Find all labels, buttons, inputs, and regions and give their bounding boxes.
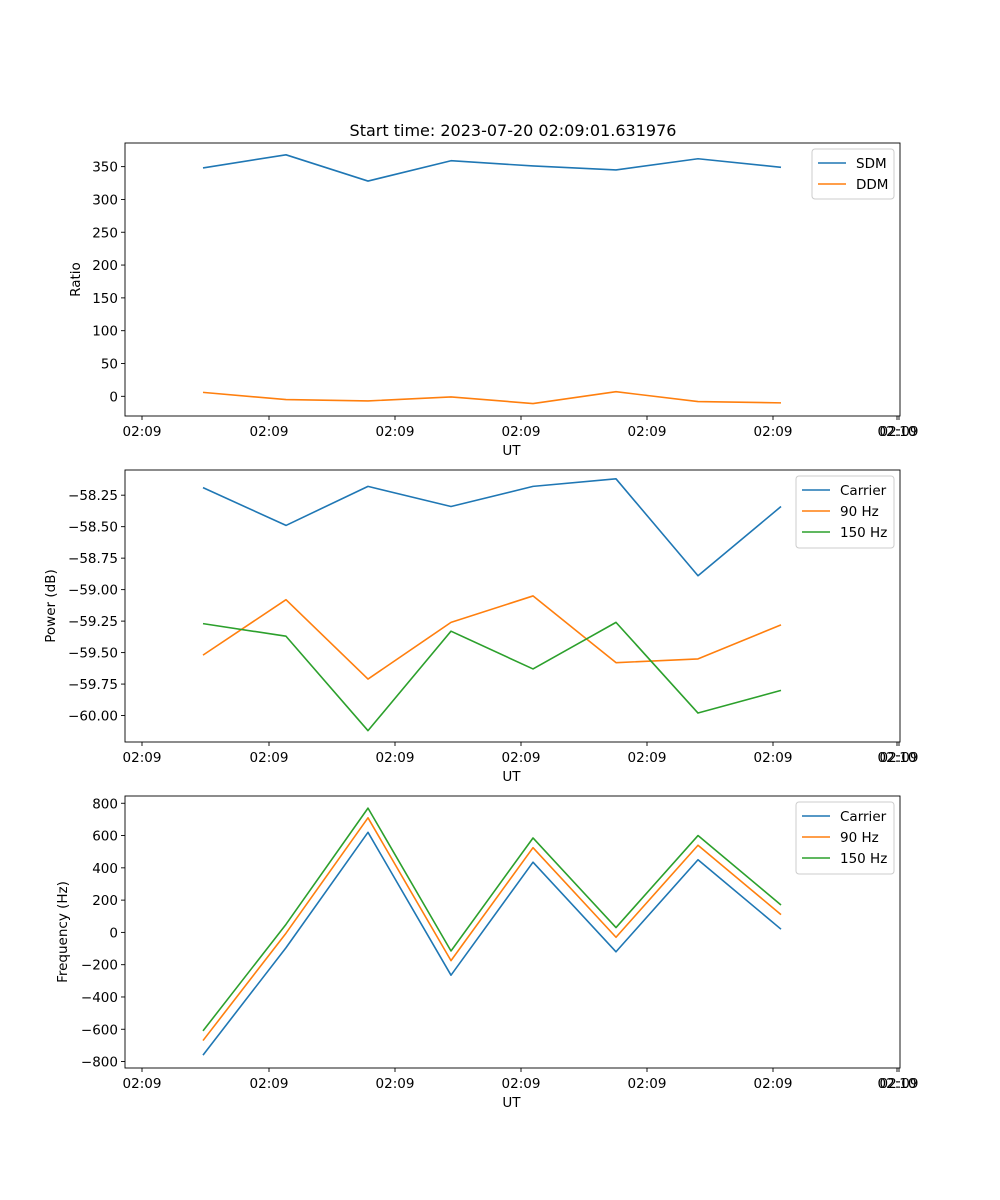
y-tick-label: 400 (92, 861, 118, 877)
y-tick-label: 350 (92, 160, 118, 176)
legend-box-1 (811, 148, 895, 200)
series-line-150-hz-3 (202, 807, 782, 1032)
y-tick-label: 150 (92, 291, 118, 307)
series-line-90-hz-2 (202, 595, 782, 680)
x-tick-label: 02:09 (376, 750, 415, 766)
y-tick-label: 300 (92, 192, 118, 208)
y-tick-label: 0 (109, 925, 118, 941)
legend-label: 150 Hz (840, 525, 887, 541)
y-axis-label: Frequency (Hz) (55, 881, 71, 983)
y-tick-label: 100 (92, 324, 118, 340)
y-tick-label: −59.75 (68, 677, 118, 693)
y-tick-label: 200 (92, 258, 118, 274)
chart-title: Start time: 2023-07-20 02:09:01.631976 (350, 121, 677, 140)
x-tick-label: 02:10 (878, 424, 917, 440)
y-tick-label: 800 (92, 796, 118, 812)
y-tick-label: 200 (92, 893, 118, 909)
y-tick-label: −60.00 (68, 709, 118, 725)
series-line-sdm-1 (202, 154, 782, 182)
series-line-150-hz-2 (202, 621, 782, 732)
x-tick-label: 02:09 (250, 750, 289, 766)
x-tick-label: 02:09 (880, 424, 919, 440)
y-tick-label: −200 (81, 958, 118, 974)
x-tick-label: 02:09 (123, 750, 162, 766)
x-axis-label: UT (502, 443, 521, 459)
y-tick-label: −59.00 (68, 583, 118, 599)
legend-label: SDM (856, 156, 887, 172)
plot-area-1 (124, 142, 901, 417)
y-tick-label: 600 (92, 829, 118, 845)
legend-label: 90 Hz (840, 830, 879, 846)
y-tick-label: −600 (81, 1022, 118, 1038)
y-tick-label: 50 (101, 357, 118, 373)
y-tick-label: 0 (109, 389, 118, 405)
y-tick-label: 250 (92, 225, 118, 241)
y-tick-label: −59.50 (68, 646, 118, 662)
y-tick-label: −59.25 (68, 614, 118, 630)
series-line-carrier-3 (202, 831, 782, 1056)
x-tick-label: 02:09 (502, 750, 541, 766)
x-tick-label: 02:09 (502, 424, 541, 440)
x-axis-label: UT (502, 1095, 521, 1111)
legend-label: 90 Hz (840, 504, 879, 520)
series-line-90-hz-3 (202, 816, 782, 1042)
legend-label: Carrier (840, 809, 887, 825)
legend-label: DDM (856, 177, 888, 193)
series-line-carrier-2 (202, 478, 782, 577)
x-tick-label: 02:10 (878, 1076, 917, 1092)
x-tick-label: 02:09 (628, 750, 667, 766)
y-axis-label: Ratio (68, 262, 84, 297)
x-tick-label: 02:09 (376, 1076, 415, 1092)
x-tick-label: 02:09 (628, 1076, 667, 1092)
y-axis-label: Power (dB) (43, 569, 59, 642)
y-tick-label: −58.75 (68, 551, 118, 567)
x-tick-label: 02:10 (878, 750, 917, 766)
x-tick-label: 02:09 (628, 424, 667, 440)
x-tick-label: 02:09 (754, 424, 793, 440)
y-tick-label: −800 (81, 1055, 118, 1071)
series-line-ddm-1 (202, 390, 782, 405)
x-tick-label: 02:09 (376, 424, 415, 440)
x-tick-label: 02:09 (250, 1076, 289, 1092)
x-tick-label: 02:09 (754, 750, 793, 766)
x-tick-label: 02:09 (250, 424, 289, 440)
legend-label: Carrier (840, 483, 887, 499)
y-tick-label: −58.25 (68, 488, 118, 504)
x-tick-label: 02:09 (880, 1076, 919, 1092)
y-tick-label: −58.50 (68, 520, 118, 536)
x-tick-label: 02:09 (502, 1076, 541, 1092)
plot-area-2 (124, 469, 901, 743)
legend-label: 150 Hz (840, 851, 887, 867)
x-tick-label: 02:09 (880, 750, 919, 766)
legend-box-3 (795, 801, 895, 875)
x-tick-label: 02:09 (123, 1076, 162, 1092)
x-axis-label: UT (502, 769, 521, 785)
legend-box-2 (795, 475, 895, 549)
x-tick-label: 02:09 (754, 1076, 793, 1092)
y-tick-label: −400 (81, 990, 118, 1006)
x-tick-label: 02:09 (123, 424, 162, 440)
